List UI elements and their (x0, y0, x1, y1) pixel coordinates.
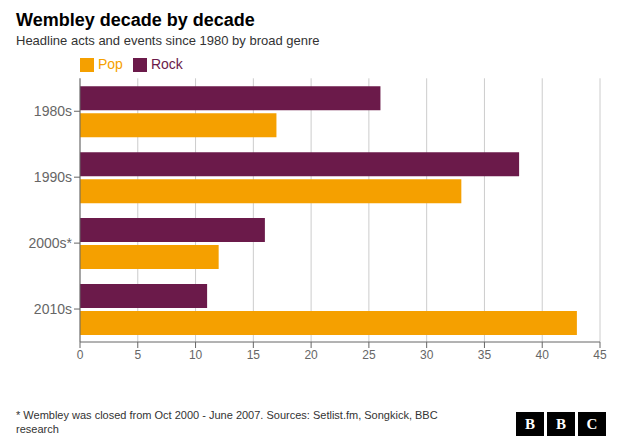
svg-text:1990s: 1990s (34, 169, 72, 185)
svg-text:15: 15 (247, 348, 261, 362)
html-text:* Wembley was closed from Oct: * Wembley was closed from Oct 2000 - Jun… (16, 409, 438, 435)
svg-text:35: 35 (478, 348, 492, 362)
svg-text:20: 20 (304, 348, 318, 362)
html-text:Wembley decade by decade: Wembley decade by decade (16, 10, 255, 30)
svg-text:1980s: 1980s (34, 103, 72, 119)
svg-text:40: 40 (536, 348, 550, 362)
html-text:C: C (586, 415, 598, 432)
html-text:Rock: Rock (150, 56, 183, 72)
html-text:B: B (556, 415, 566, 432)
svg-text:0: 0 (77, 348, 84, 362)
svg-text:2000s*: 2000s* (28, 235, 72, 251)
html-text:B: B (525, 415, 535, 432)
html-text:Headline acts and events since: Headline acts and events since 1980 by b… (16, 33, 320, 48)
svg-text:25: 25 (362, 348, 376, 362)
svg-text:30: 30 (420, 348, 434, 362)
svg-text:45: 45 (593, 348, 607, 362)
svg-text:5: 5 (134, 348, 141, 362)
html-text:Pop: Pop (98, 56, 123, 72)
svg-text:2010s: 2010s (34, 301, 72, 317)
svg-text:10: 10 (189, 348, 203, 362)
